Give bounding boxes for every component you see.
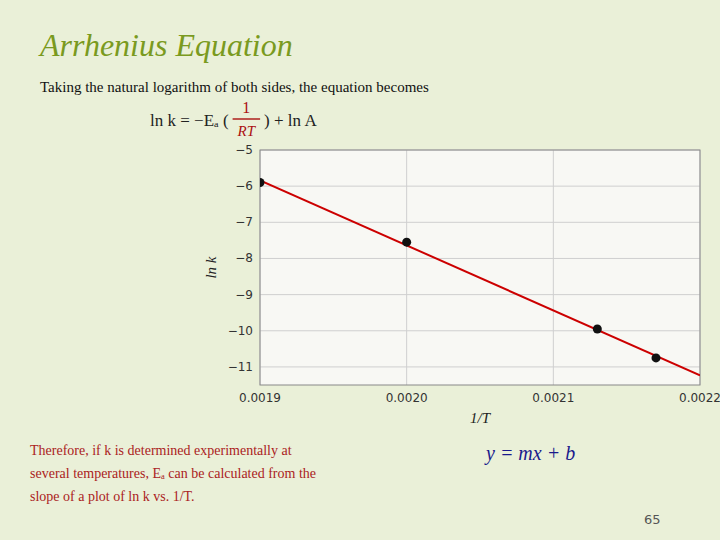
equation-denominator: RT — [237, 123, 257, 139]
equation-right: ) + ln A — [264, 111, 317, 130]
y-grid-line — [260, 186, 700, 187]
y-tick-label: −11 — [228, 360, 253, 374]
subtitle: Taking the natural logarithm of both sid… — [40, 79, 429, 95]
data-point — [260, 178, 265, 187]
background — [0, 0, 720, 540]
linear-form: y = mx + b — [484, 442, 575, 465]
data-point — [402, 238, 411, 247]
y-tick-label: −9 — [235, 288, 253, 302]
data-point — [593, 324, 602, 333]
plot-frame — [260, 150, 700, 385]
plot-background — [260, 150, 700, 385]
y-tick-label: −10 — [228, 324, 253, 338]
chart: Arrhenius Equation Taking the natural log… — [0, 0, 720, 540]
y-tick-label: −7 — [235, 215, 253, 229]
y-grid-line — [260, 294, 700, 295]
y-tick-label: −8 — [235, 251, 253, 265]
data-marks — [260, 178, 700, 375]
fraction-bar — [233, 118, 261, 119]
y-tick-label: −6 — [235, 179, 253, 193]
x-axis-label: 1/T — [470, 410, 492, 426]
y-grid-line — [260, 258, 700, 259]
y-axis-label: ln k — [203, 256, 219, 278]
equation-numerator: 1 — [242, 99, 250, 116]
x-grid-line — [406, 150, 407, 385]
x-grid-line — [553, 150, 554, 385]
x-tick-label: 0.0021 — [532, 391, 574, 405]
x-tick-label: 0.0019 — [239, 391, 281, 405]
x-tick-label: 0.0022 — [679, 391, 720, 405]
y-grid-line — [260, 330, 700, 331]
x-tick-label: 0.0020 — [386, 391, 428, 405]
y-grid-line — [260, 222, 700, 223]
fit-line — [260, 180, 700, 375]
equation-left: ln k = −Eₐ ( — [150, 111, 229, 130]
y-grid-line — [260, 366, 700, 367]
tick-labels: 0.0019 0.0020 0.0021 0.0022 −11 −10 −9 −8 −7 −6 −5 — [228, 143, 720, 405]
explanation-line: Therefore, if k is determined experiment… — [30, 443, 292, 458]
explanation-line: several temperatures, Eₐ can be calculat… — [30, 466, 316, 481]
explanation: Therefore, if k is determined experiment… — [30, 443, 316, 504]
y-tick-label: −5 — [235, 143, 253, 157]
data-point — [652, 353, 661, 362]
title: Arrhenius Equation — [38, 27, 293, 63]
page-number: 65 — [644, 512, 661, 527]
explanation-line: slope of a plot of ln k vs. 1/T. — [30, 489, 195, 504]
grid — [260, 150, 700, 385]
